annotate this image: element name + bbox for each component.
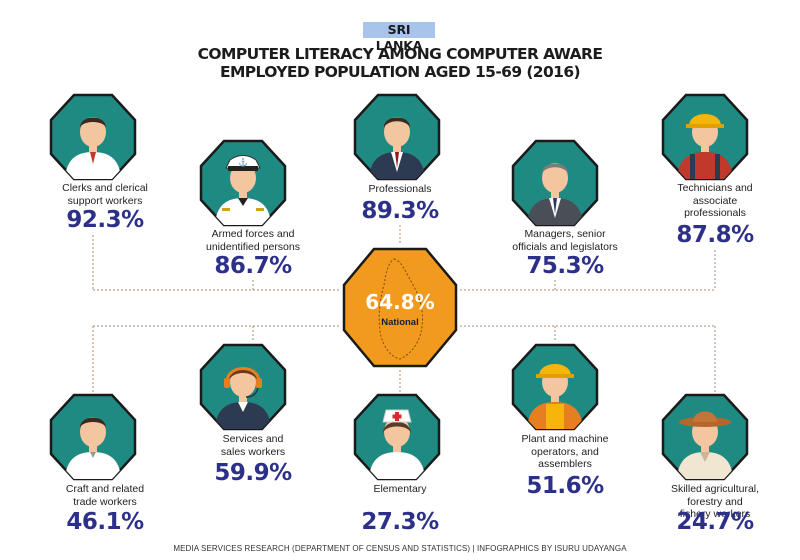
elementary-value: 27.3% — [361, 509, 439, 535]
services-label: Services and sales workers — [178, 433, 328, 458]
nurse-icon — [369, 409, 425, 479]
technicians-label-line: associate — [692, 194, 738, 207]
chart-title-line-1: COMPUTER LITERACY AMONG COMPUTER AWARE — [197, 45, 603, 63]
technicians-label-line: professionals — [684, 207, 746, 219]
craft-value: 46.1% — [66, 509, 144, 535]
national-label: National — [381, 317, 419, 328]
manager-icon — [527, 163, 583, 225]
national-value: 64.8% — [365, 290, 435, 314]
agri-label-line: fishery workers — [679, 508, 751, 520]
clerks-hexagon — [49, 93, 137, 181]
machine-operator-icon — [527, 364, 583, 429]
farmer-icon — [677, 411, 733, 479]
clerks-label: Clerks and clerical support workers — [30, 182, 180, 207]
agri-label: Skilled agricultural, forestry and fishery… — [640, 483, 790, 521]
agri-label-line: Skilled agricultural, — [670, 483, 760, 495]
clerks-value: 92.3% — [66, 207, 144, 233]
managers-label-line: officials and legislators — [512, 240, 618, 253]
country-tag: SRI LANKA — [363, 22, 435, 53]
managers-hexagon — [511, 139, 599, 227]
technicians-label: Technicians and associate professionals — [640, 182, 790, 220]
plant-label-line: Plant and machine — [521, 433, 609, 445]
managers-label: Managers, senior officials and legislator… — [490, 228, 640, 253]
elementary-hexagon — [353, 393, 441, 481]
managers-label-line: Managers, senior — [524, 228, 606, 240]
plant-label-line: operators, and — [531, 445, 599, 458]
plant-hexagon — [511, 343, 599, 431]
armed-forces-label-line: Armed forces and — [211, 228, 295, 240]
services-hexagon — [199, 343, 287, 431]
headset-agent-icon — [215, 367, 271, 429]
clerks-label-line: Clerks and clerical — [62, 182, 148, 194]
armed-forces-label: Armed forces and unidentified persons — [178, 228, 328, 253]
svg-text:⚓: ⚓ — [238, 157, 248, 167]
technicians-value: 87.8% — [676, 222, 754, 248]
professionals-hexagon — [353, 93, 441, 181]
professional-icon — [369, 117, 425, 179]
craft-label: Craft and related trade workers — [30, 483, 180, 508]
craft-hexagon — [49, 393, 137, 481]
professionals-label-line: Professionals — [368, 183, 432, 195]
elementary-label-line: Elementary — [373, 483, 427, 495]
services-value: 59.9% — [214, 460, 292, 486]
agri-hexagon — [661, 393, 749, 481]
sri-lanka-map-icon — [378, 258, 423, 360]
plant-value: 51.6% — [526, 473, 604, 499]
craft-label-line: Craft and related — [65, 483, 145, 495]
hardhat-worker-icon — [677, 114, 733, 179]
navy-officer-icon: ⚓ — [215, 155, 271, 225]
professionals-label: Professionals — [320, 183, 480, 196]
clerk-icon — [65, 117, 121, 179]
armed-forces-label-line: unidentified persons — [206, 240, 300, 253]
armed-forces-hexagon: ⚓ — [199, 139, 287, 227]
clerks-label-line: support workers — [67, 194, 143, 207]
armed-forces-value: 86.7% — [214, 253, 292, 279]
elementary-label: Elementary — [320, 483, 480, 496]
craft-worker-icon — [65, 417, 121, 479]
managers-value: 75.3% — [526, 253, 604, 279]
plant-label-line: assemblers — [538, 458, 592, 470]
services-label-line: Services and — [222, 433, 284, 445]
services-label-line: sales workers — [220, 445, 286, 458]
national-hexagon — [342, 247, 458, 368]
technicians-hexagon — [661, 93, 749, 181]
technicians-label-line: Technicians and — [677, 182, 753, 194]
craft-label-line: trade workers — [73, 495, 137, 508]
source-footer: MEDIA SERVICES RESEARCH (DEPARTMENT OF C… — [173, 544, 627, 553]
agri-label-line: forestry and — [687, 495, 743, 508]
professionals-value: 89.3% — [361, 198, 439, 224]
plant-label: Plant and machine operators, and assembler… — [490, 433, 640, 471]
agri-value: 24.7% — [676, 509, 754, 535]
chart-title-line-2: EMPLOYED POPULATION AGED 15-69 (2016) — [219, 63, 581, 81]
